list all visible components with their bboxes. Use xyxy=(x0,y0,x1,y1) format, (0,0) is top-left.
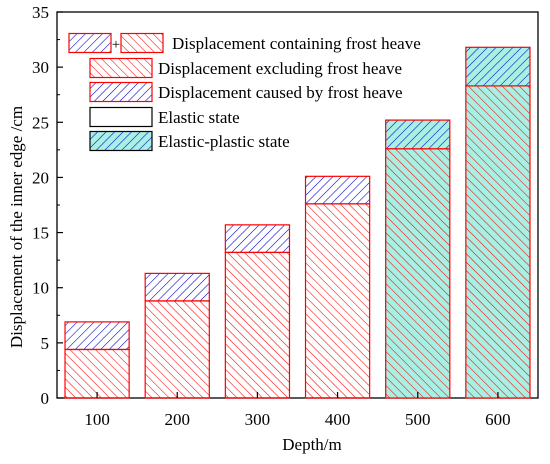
legend-plus-sign: + xyxy=(112,37,120,53)
legend-label: Displacement caused by frost heave xyxy=(158,83,403,102)
y-tick-label: 0 xyxy=(41,389,50,408)
bar-excluding-frost-100 xyxy=(64,348,130,399)
x-tick-label: 100 xyxy=(84,410,110,429)
x-tick-label: 400 xyxy=(325,410,351,429)
legend-swatch-frost xyxy=(89,81,153,103)
x-axis-title: Depth/m xyxy=(282,435,342,454)
legend-swatch-frost-part xyxy=(68,32,112,54)
y-tick-label: 5 xyxy=(41,334,50,353)
legend-swatch-plastic xyxy=(89,130,153,152)
bar-frost-heave-500 xyxy=(385,119,451,150)
y-tick-label: 15 xyxy=(32,224,49,243)
legend-label: Displacement containing frost heave xyxy=(172,34,421,53)
legend-label: Elastic-plastic state xyxy=(158,132,290,151)
bar-excluding-frost-600 xyxy=(465,85,531,399)
x-tick-label: 600 xyxy=(485,410,511,429)
bar-excluding-frost-200 xyxy=(144,300,210,399)
y-axis-title: Displacement of the inner edge /cm xyxy=(7,106,26,348)
bar-frost-heave-400 xyxy=(304,175,371,205)
x-tick-label: 200 xyxy=(165,410,191,429)
legend-swatch-excluding xyxy=(89,57,153,79)
legend-label: Elastic state xyxy=(158,108,240,127)
y-tick-label: 20 xyxy=(32,168,49,187)
y-tick-label: 10 xyxy=(32,279,49,298)
x-tick-label: 300 xyxy=(245,410,271,429)
plot-area: 0 5 10 15 20 25 30 35 100 200 300 400 500 600 xyxy=(32,3,539,429)
legend-swatch-excluding-part xyxy=(120,32,164,54)
bar-excluding-frost-300 xyxy=(224,251,291,399)
legend: + Displacement containing frost heave Disp… xyxy=(68,32,421,152)
y-tick-label: 35 xyxy=(32,3,49,22)
bar-frost-heave-300 xyxy=(224,224,291,254)
y-tick-label: 25 xyxy=(32,113,49,132)
bar-excluding-frost-400 xyxy=(304,203,371,399)
bar-frost-heave-600 xyxy=(465,46,531,87)
bar-frost-heave-200 xyxy=(144,272,210,302)
y-tick-label: 30 xyxy=(32,58,49,77)
bar-excluding-frost-500 xyxy=(385,148,451,399)
legend-swatch-elastic xyxy=(89,106,153,128)
x-tick-label: 500 xyxy=(405,410,431,429)
legend-label: Displacement excluding frost heave xyxy=(158,59,402,78)
bar-frost-heave-100 xyxy=(64,321,130,351)
